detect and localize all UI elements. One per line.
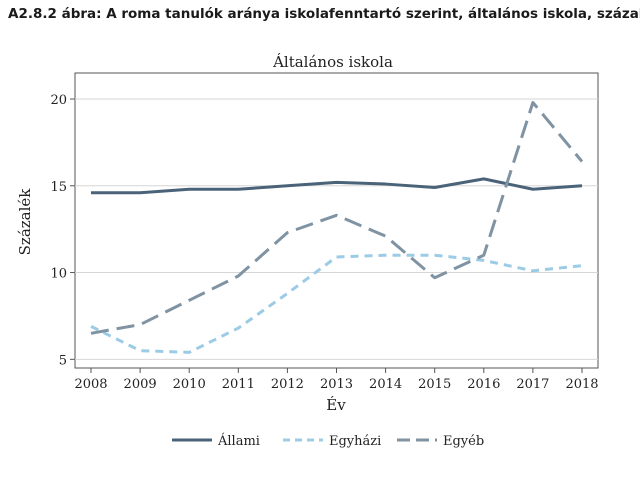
x-tick-label: 2009 — [124, 377, 157, 392]
x-tick-label: 2014 — [369, 377, 402, 392]
x-tick-label: 2011 — [222, 377, 255, 392]
legend-label: Egyházi — [329, 434, 381, 449]
x-tick-label: 2016 — [467, 377, 500, 392]
legend-label: Egyéb — [443, 434, 484, 449]
plot-area — [74, 72, 599, 369]
x-tick-label: 2013 — [320, 377, 353, 392]
series-line-2 — [90, 101, 584, 335]
x-tick-label: 2008 — [74, 377, 107, 392]
y-axis-label: Százalék — [16, 188, 34, 256]
figure-title: A2.8.2 ábra: A roma tanulók aránya iskol… — [8, 6, 640, 22]
legend-label: Állami — [217, 433, 260, 449]
y-tick-label: 10 — [50, 267, 67, 282]
x-tick-label: 2010 — [173, 377, 206, 392]
series-line-0 — [91, 177, 583, 195]
x-axis: 2008 2009 2010 2011 2012 2013 2014 2015 2016 2017… — [74, 368, 599, 392]
x-axis-label: Év — [326, 396, 346, 414]
y-axis: 5 10 15 20 — [50, 93, 75, 368]
series-line-1 — [90, 253, 583, 354]
y-tick-label: 20 — [50, 93, 67, 108]
y-tick-label: 15 — [50, 180, 67, 195]
x-tick-label: 2017 — [516, 377, 549, 392]
x-tick-label: 2018 — [565, 377, 598, 392]
x-tick-label: 2012 — [271, 377, 304, 392]
x-tick-label: 2015 — [418, 377, 451, 392]
series-lines — [90, 101, 584, 354]
legend: Állami Egyházi Egyéb — [172, 433, 484, 449]
y-tick-label: 5 — [59, 353, 67, 368]
chart-title: Általános iskola — [272, 53, 393, 71]
